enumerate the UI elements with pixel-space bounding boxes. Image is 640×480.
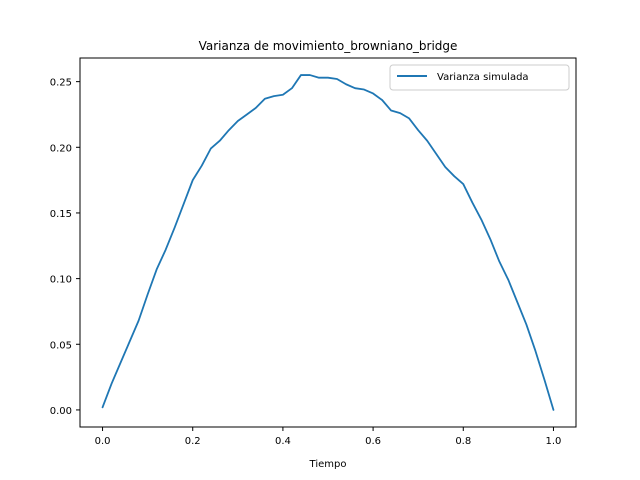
chart-title: Varianza de movimiento_browniano_bridge — [199, 39, 458, 53]
y-tick-label: 0.15 — [50, 209, 72, 220]
x-tick-label: 0.2 — [185, 436, 201, 447]
legend: Varianza simulada — [389, 64, 570, 91]
plot-area — [101, 74, 555, 411]
x-tick-label: 0.8 — [455, 436, 471, 447]
y-tick-label: 0.25 — [50, 78, 72, 89]
x-tick-label: 0.6 — [365, 436, 381, 447]
x-axis: 0.0 0.2 0.4 0.6 0.8 1.0 — [95, 427, 562, 447]
y-axis: 0.00 0.05 0.10 0.15 0.20 0.25 — [50, 78, 80, 417]
legend-box — [389, 64, 570, 91]
y-tick-label: 0.05 — [50, 340, 72, 351]
series-line-varianza-simulada — [101, 74, 555, 411]
x-tick-label: 0.0 — [95, 436, 111, 447]
y-tick-label: 0.20 — [50, 143, 72, 154]
axes-frame — [79, 57, 577, 428]
x-tick-label: 0.4 — [275, 436, 291, 447]
y-tick-label: 0.00 — [50, 406, 72, 417]
x-tick-label: 1.0 — [546, 436, 562, 447]
x-axis-label: Tiempo — [309, 459, 347, 470]
y-tick-label: 0.10 — [50, 275, 72, 286]
legend-label: Varianza simulada — [437, 72, 529, 83]
